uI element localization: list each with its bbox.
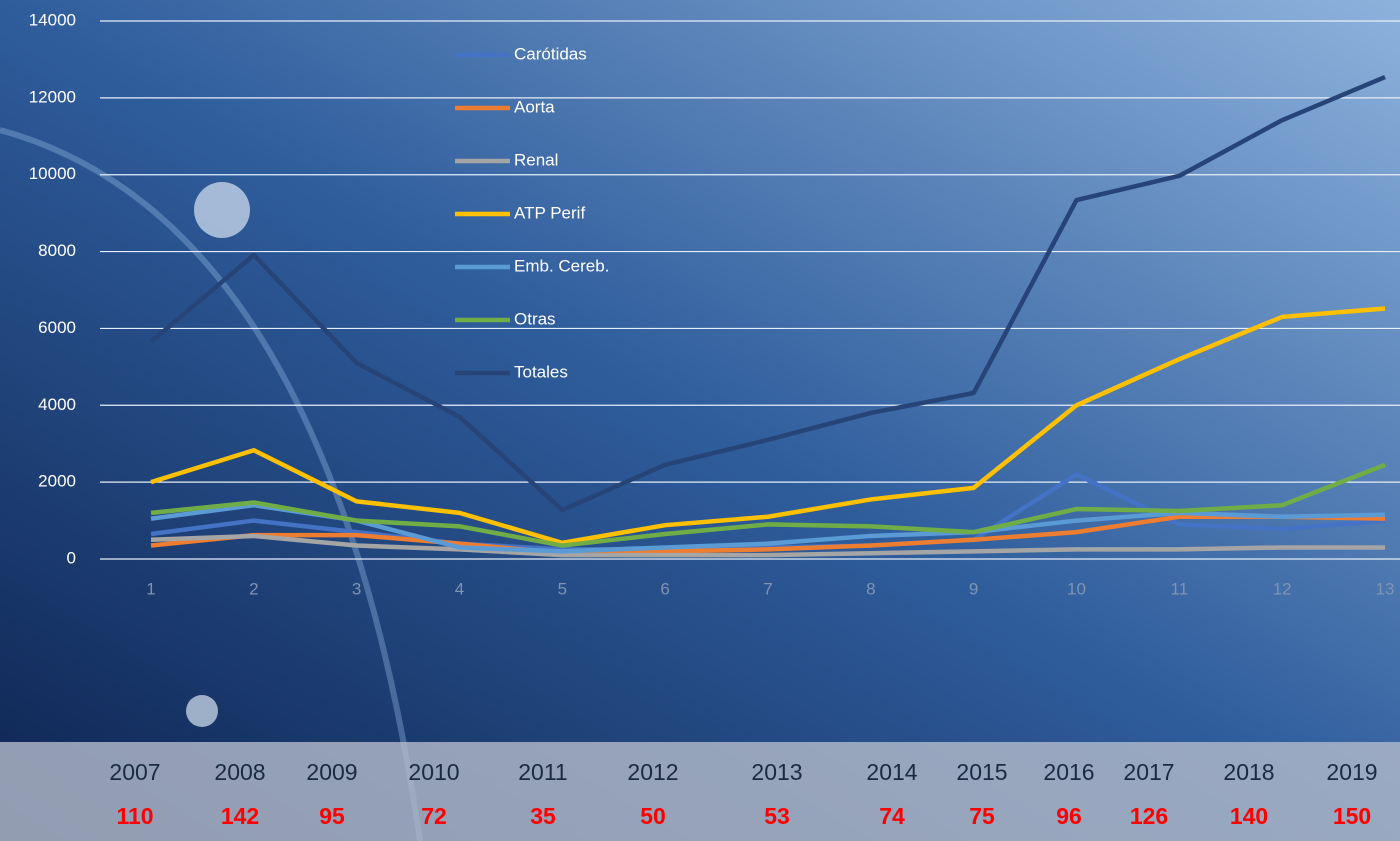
count-label: 126 bbox=[1130, 803, 1168, 829]
x-tick-label: 12 bbox=[1273, 579, 1292, 598]
legend-label: ATP Perif bbox=[514, 203, 585, 222]
legend-label: Renal bbox=[514, 150, 558, 169]
x-tick-label: 2 bbox=[249, 579, 258, 598]
decor-orb bbox=[186, 695, 218, 727]
legend-label: Otras bbox=[514, 309, 556, 328]
year-label: 2016 bbox=[1043, 759, 1094, 785]
legend-label: Totales bbox=[514, 362, 568, 381]
y-tick-label: 12000 bbox=[29, 87, 76, 106]
y-tick-label: 14000 bbox=[29, 10, 76, 29]
year-label: 2018 bbox=[1223, 759, 1274, 785]
y-tick-label: 0 bbox=[67, 548, 76, 567]
year-label: 2007 bbox=[109, 759, 160, 785]
year-label: 2013 bbox=[751, 759, 802, 785]
count-label: 72 bbox=[421, 803, 447, 829]
year-label: 2015 bbox=[956, 759, 1007, 785]
x-tick-label: 1 bbox=[146, 579, 155, 598]
x-tick-label: 4 bbox=[455, 579, 464, 598]
x-tick-label: 6 bbox=[660, 579, 669, 598]
count-label: 95 bbox=[319, 803, 345, 829]
y-tick-label: 10000 bbox=[29, 164, 76, 183]
x-tick-label: 11 bbox=[1171, 579, 1189, 598]
count-label: 74 bbox=[879, 803, 905, 829]
year-label: 2012 bbox=[627, 759, 678, 785]
count-label: 53 bbox=[764, 803, 790, 829]
y-tick-label: 4000 bbox=[38, 395, 76, 414]
x-tick-label: 7 bbox=[763, 579, 772, 598]
x-tick-label: 10 bbox=[1067, 579, 1086, 598]
count-label: 35 bbox=[530, 803, 556, 829]
chart: 0200040006000800010000120001400012345678… bbox=[0, 0, 1400, 841]
page: {"chart_data": {"type": "line", "x": [1,… bbox=[0, 0, 1400, 841]
count-label: 142 bbox=[221, 803, 259, 829]
year-label: 2019 bbox=[1326, 759, 1377, 785]
year-label: 2008 bbox=[214, 759, 265, 785]
count-label: 50 bbox=[640, 803, 666, 829]
legend-label: Emb. Cereb. bbox=[514, 256, 609, 275]
year-label: 2010 bbox=[408, 759, 459, 785]
count-label: 75 bbox=[969, 803, 995, 829]
y-tick-label: 6000 bbox=[38, 318, 76, 337]
x-tick-label: 8 bbox=[866, 579, 875, 598]
year-label: 2009 bbox=[306, 759, 357, 785]
legend-label: Carótidas bbox=[514, 44, 587, 63]
x-tick-label: 9 bbox=[969, 579, 978, 598]
year-label: 2017 bbox=[1123, 759, 1174, 785]
x-tick-label: 3 bbox=[352, 579, 361, 598]
footer-band bbox=[0, 742, 1400, 841]
count-label: 140 bbox=[1230, 803, 1268, 829]
count-label: 110 bbox=[116, 803, 153, 829]
y-tick-label: 8000 bbox=[38, 241, 76, 260]
year-label: 2014 bbox=[866, 759, 917, 785]
year-label: 2011 bbox=[518, 759, 567, 785]
legend-label: Aorta bbox=[514, 97, 555, 116]
y-tick-label: 2000 bbox=[38, 472, 76, 491]
x-tick-label: 5 bbox=[558, 579, 567, 598]
decor-orb bbox=[194, 182, 250, 238]
count-label: 96 bbox=[1056, 803, 1082, 829]
count-label: 150 bbox=[1333, 803, 1371, 829]
x-tick-label: 13 bbox=[1376, 579, 1395, 598]
